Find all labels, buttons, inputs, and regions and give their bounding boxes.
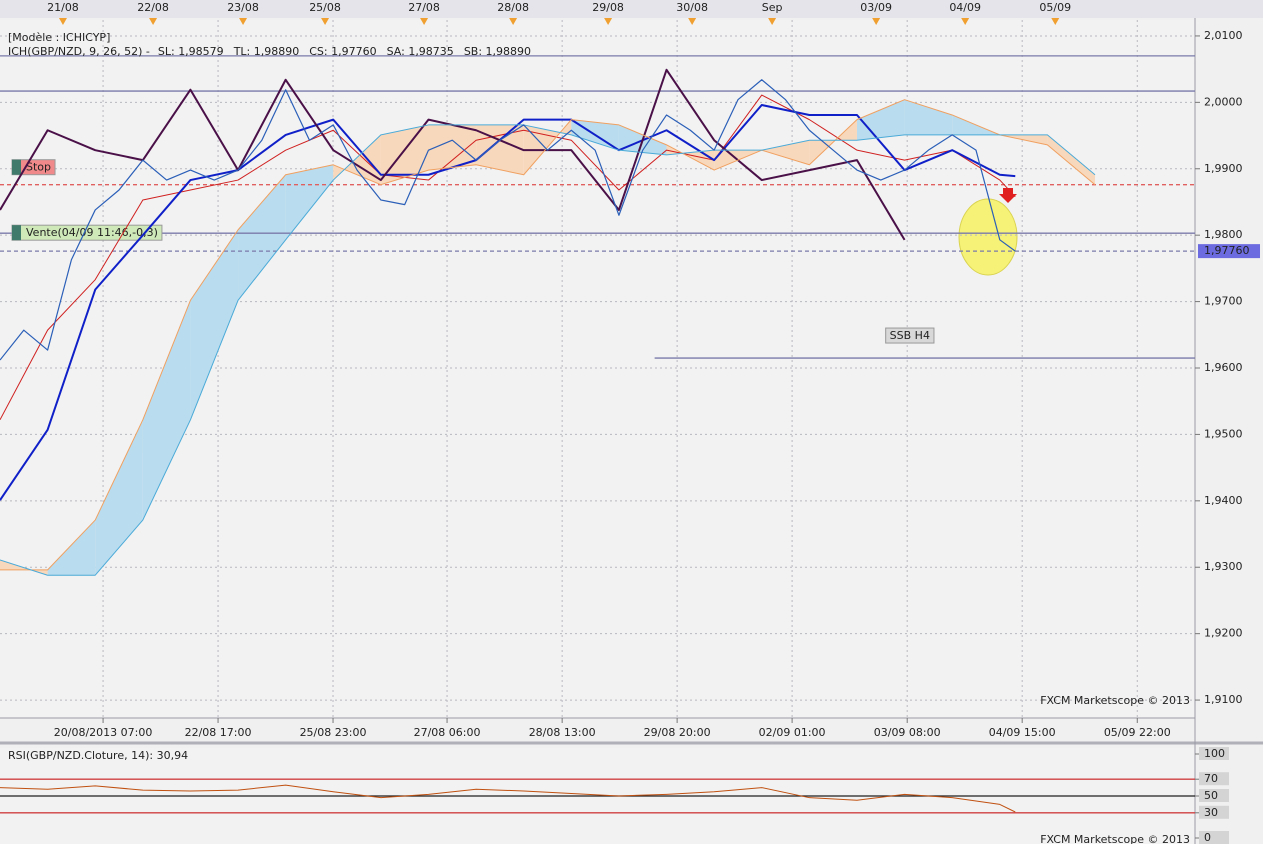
signal-arrow	[999, 188, 1017, 203]
y-tick-label: 0	[1204, 831, 1211, 844]
last-price-label: 1,97760	[1204, 244, 1250, 257]
x-tick-label: 20/08/2013 07:00	[54, 726, 153, 739]
level-label-text: Stop	[26, 161, 51, 174]
series-line	[0, 784, 1016, 813]
x-tick-label: 28/08 13:00	[529, 726, 596, 739]
y-tick-label: 2,0100	[1204, 29, 1243, 42]
x-top-tick	[420, 18, 429, 25]
x-top-tick	[509, 18, 518, 25]
x-top-tick-label: 28/08	[497, 1, 529, 14]
y-tick-label: 70	[1204, 772, 1218, 785]
x-tick-label: 05/09 22:00	[1104, 726, 1171, 739]
cloud-fill	[380, 124, 429, 185]
y-tick-box	[1199, 789, 1229, 802]
x-top-tick-label: 03/09	[860, 1, 892, 14]
x-tick-label: 29/08 20:00	[644, 726, 711, 739]
x-top-tick-label: 23/08	[227, 1, 259, 14]
x-top-tick	[604, 18, 613, 25]
x-top-tick	[872, 18, 881, 25]
y-tick-label: 2,0000	[1204, 95, 1243, 108]
level-label-tag	[12, 225, 21, 241]
x-top-tick-label: 29/08	[592, 1, 624, 14]
x-top-tick	[149, 18, 158, 25]
cloud-fill	[238, 174, 286, 301]
y-tick-label: 100	[1204, 747, 1225, 760]
x-tick-label: 04/09 15:00	[989, 726, 1056, 739]
level-label-box	[885, 327, 935, 344]
x-top-tick-label: 30/08	[676, 1, 708, 14]
y-tick-label: 1,9700	[1204, 295, 1243, 308]
cloud-fill	[1047, 134, 1096, 185]
cloud-fill	[761, 140, 810, 165]
legend-entry: CS: 1,97760	[309, 45, 376, 58]
series-line	[0, 99, 1096, 571]
x-tick-label: 03/09 08:00	[874, 726, 941, 739]
series-line	[0, 124, 1096, 576]
watermark: FXCM Marketscope © 2013	[1040, 833, 1190, 844]
legend-entry: TL: 1,98890	[233, 45, 300, 58]
rsi-title: RSI(GBP/NZD.Cloture, 14): 30,94	[8, 749, 188, 762]
y-tick-box	[1199, 772, 1229, 786]
x-top-tick-label: 25/08	[309, 1, 341, 14]
x-top-tick	[239, 18, 248, 25]
series-line	[0, 104, 1016, 501]
y-tick-label: 1,9800	[1204, 228, 1243, 241]
x-top-tick	[688, 18, 697, 25]
cloud-fill	[428, 124, 477, 171]
x-top-tick-label: 21/08	[47, 1, 79, 14]
cloud-fill	[95, 419, 143, 576]
y-tick-box	[1199, 747, 1229, 760]
last-price-box	[1198, 244, 1260, 259]
cloud-fill	[142, 300, 191, 521]
x-top-tick-label: 22/08	[137, 1, 169, 14]
level-label-text: Vente(04/09 11:46,-0,3)	[26, 226, 158, 239]
y-tick-label: 1,9500	[1204, 427, 1243, 440]
y-tick-label: 1,9600	[1204, 361, 1243, 374]
level-label-tag	[12, 159, 21, 175]
series-line	[0, 79, 1016, 361]
model-label: [Modèle : ICHICYP]	[8, 31, 110, 44]
watermark: FXCM Marketscope © 2013	[1040, 694, 1190, 707]
y-tick-label: 1,9300	[1204, 560, 1243, 573]
level-label: SSB H4	[885, 327, 935, 344]
y-tick-label: 1,9100	[1204, 693, 1243, 706]
y-tick-label: 30	[1204, 806, 1218, 819]
cloud-fill	[190, 229, 239, 420]
x-top-tick	[321, 18, 330, 25]
cloud-fill	[904, 99, 953, 135]
series-line	[0, 94, 1016, 421]
y-tick-label: 1,9900	[1204, 162, 1243, 175]
x-tick-label: 25/08 23:00	[300, 726, 367, 739]
x-top-tick-label: 04/09	[949, 1, 981, 14]
x-top-tick	[58, 18, 67, 25]
level-label-text: SSB H4	[890, 329, 930, 342]
y-tick-box	[1199, 805, 1229, 819]
y-tick-label: 1,9400	[1204, 494, 1243, 507]
x-tick-label: 02/09 01:00	[759, 726, 826, 739]
legend-entry: SB: 1,98890	[464, 45, 531, 58]
highlight-ellipse	[958, 198, 1018, 276]
level-label: Stop	[11, 159, 56, 176]
x-top-tick-label: 05/09	[1039, 1, 1071, 14]
x-top-tick	[768, 18, 777, 25]
legend-entry: SL: 1,98579	[158, 45, 224, 58]
y-tick-label: 50	[1204, 789, 1218, 802]
top-axis-bar	[0, 0, 1263, 18]
x-top-tick	[1051, 18, 1060, 25]
x-tick-label: 27/08 06:00	[414, 726, 481, 739]
x-tick-label: 22/08 17:00	[185, 726, 252, 739]
x-top-tick-label: Sep	[762, 1, 783, 14]
y-tick-label: 1,9200	[1204, 627, 1243, 640]
indicator-label: ICH(GBP/NZD, 9, 26, 52) -	[8, 45, 150, 58]
y-tick-box	[1199, 831, 1229, 844]
x-top-tick-label: 27/08	[408, 1, 440, 14]
cloud-fill	[285, 164, 334, 240]
x-top-tick	[961, 18, 970, 25]
cloud-fill	[47, 520, 96, 576]
legend-entry: SA: 1,98735	[387, 45, 454, 58]
